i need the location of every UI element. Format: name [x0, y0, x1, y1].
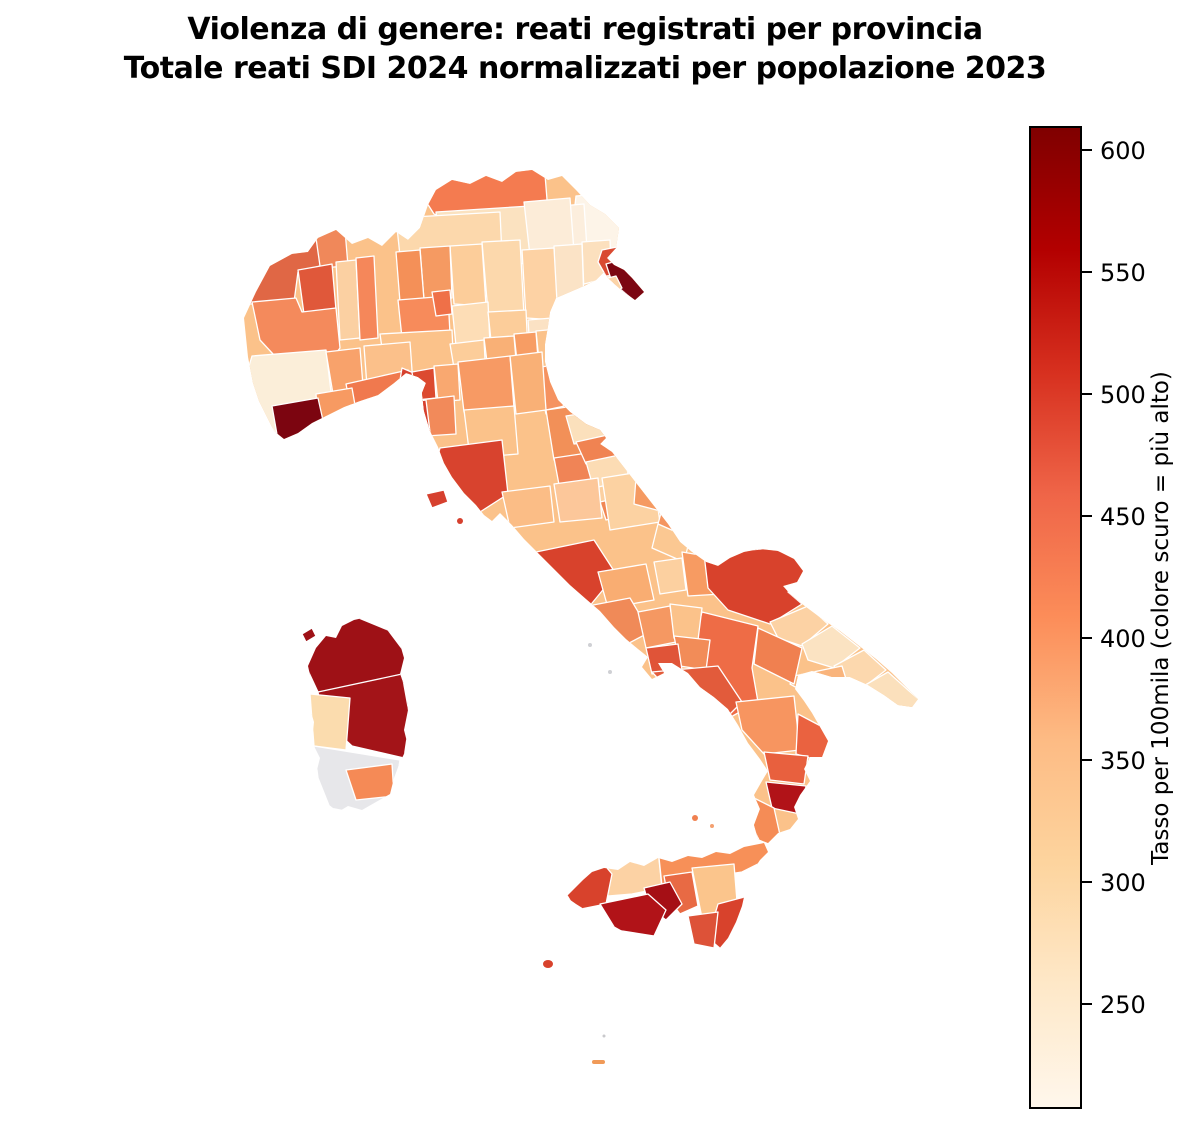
province-trieste [605, 259, 649, 305]
province-firenze [457, 355, 515, 413]
colorbar-tick-label: 600 [1100, 137, 1146, 165]
province-ferrara [551, 313, 587, 355]
province-vicenza [553, 243, 585, 305]
province-frosinone [597, 563, 655, 609]
island-eolie-b [710, 824, 714, 828]
colorbar-tick-label: 300 [1100, 869, 1146, 897]
province-ravenna [557, 343, 591, 397]
sicily [566, 843, 768, 951]
province-cosenza [735, 695, 801, 755]
province-oristano [309, 693, 351, 751]
province-padova [555, 297, 589, 341]
island-capri [608, 670, 612, 674]
province-bergamo [449, 243, 487, 307]
colorbar-tick-label: 350 [1100, 747, 1146, 775]
province-isernia [653, 557, 687, 595]
province-benevento [669, 603, 703, 641]
island-lampedusa [592, 1060, 605, 1064]
sardinia [308, 616, 408, 812]
province-barletta-andria-trani [769, 605, 829, 647]
province-varese [395, 249, 425, 303]
province-catanzaro [763, 751, 809, 785]
province-lucca [433, 363, 461, 403]
colorbar-tick-label: 450 [1100, 503, 1146, 531]
province-novara [355, 255, 379, 341]
colorbar-axis-label: Tasso per 100mila (colore scuro = più al… [1148, 371, 1174, 866]
colorbar-tick-label: 550 [1100, 259, 1146, 287]
province-bari [801, 625, 861, 669]
province-savona [315, 387, 359, 431]
colorbar: 600 550 500 450 400 350 300 250 Tasso pe… [1029, 126, 1174, 1109]
province-monza [431, 289, 453, 317]
chart-title-line2: Totale reati SDI 2024 normalizzati per p… [123, 51, 1047, 86]
island-giglio [457, 518, 463, 524]
chart-title: Violenza di genere: reati registrati per… [0, 10, 1170, 88]
island-elba [425, 489, 449, 509]
island-linosa [602, 1034, 606, 1038]
province-agrigento [599, 893, 667, 937]
province-matera [753, 627, 803, 685]
island-eolie-a [692, 815, 698, 821]
province-viterbo [501, 485, 555, 529]
colorbar-tick-label: 400 [1100, 625, 1146, 653]
province-imperia [271, 397, 327, 447]
small-islands [301, 489, 714, 1064]
island-pantelleria [543, 960, 553, 968]
province-arezzo [509, 351, 547, 415]
colorbar-tick-label: 250 [1100, 991, 1146, 1019]
province-laquila [601, 469, 661, 531]
chart-title-line1: Violenza di genere: reati registrati per… [187, 12, 983, 47]
province-napoli [645, 643, 683, 675]
province-biella [297, 263, 337, 315]
colorbar-tick-label: 500 [1100, 381, 1146, 409]
province-rieti [553, 477, 603, 523]
island-asinara [301, 627, 317, 643]
colorbar-gradient [1029, 126, 1082, 1109]
province-massa-carrara [411, 367, 437, 401]
island-ischia [588, 643, 592, 647]
province-ragusa [687, 911, 719, 949]
province-verona [521, 247, 559, 321]
